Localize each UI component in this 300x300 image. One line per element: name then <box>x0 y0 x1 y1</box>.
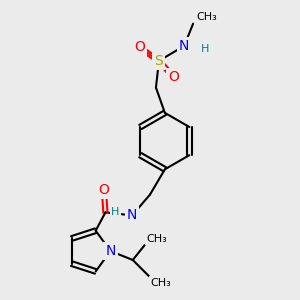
Text: O: O <box>134 40 145 55</box>
Text: CH₃: CH₃ <box>151 278 171 288</box>
Text: O: O <box>98 183 110 197</box>
Text: H: H <box>200 44 209 54</box>
Text: CH₃: CH₃ <box>146 234 167 244</box>
Text: N: N <box>105 244 116 258</box>
Text: O: O <box>168 70 179 84</box>
Text: S: S <box>154 54 163 68</box>
Text: N: N <box>179 39 189 53</box>
Text: H: H <box>111 207 120 218</box>
Text: N: N <box>127 208 137 222</box>
Text: CH₃: CH₃ <box>196 12 217 22</box>
